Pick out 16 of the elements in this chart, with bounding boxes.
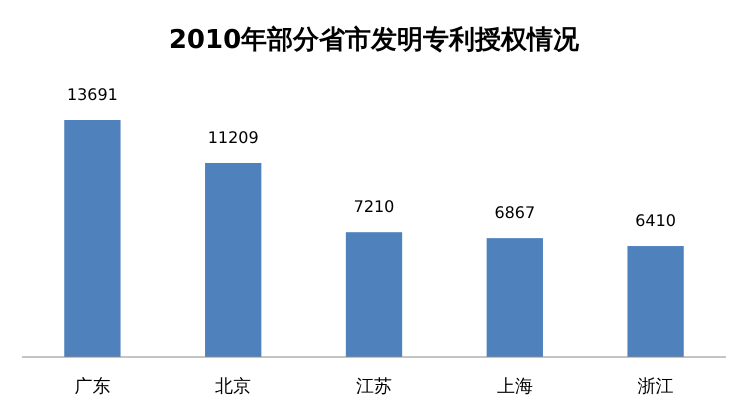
- bar: [205, 162, 262, 357]
- x-tick-label: 上海: [496, 376, 533, 397]
- bar: [486, 238, 543, 357]
- x-tick-label: 广东: [74, 376, 110, 397]
- data-label: 7210: [354, 197, 394, 216]
- data-label: 13691: [66, 85, 118, 104]
- x-tick-label: 北京: [215, 376, 252, 397]
- chart-title: 2010年部分省市发明专利授权情况: [168, 25, 580, 55]
- x-tick-label: 江苏: [356, 376, 392, 397]
- data-label: 11209: [208, 128, 259, 147]
- x-tick-label: 浙江: [638, 376, 674, 397]
- bar: [627, 246, 684, 357]
- data-label: 6867: [494, 203, 536, 222]
- bar: [64, 120, 121, 357]
- data-label: 6410: [635, 211, 676, 230]
- bar: [346, 232, 402, 357]
